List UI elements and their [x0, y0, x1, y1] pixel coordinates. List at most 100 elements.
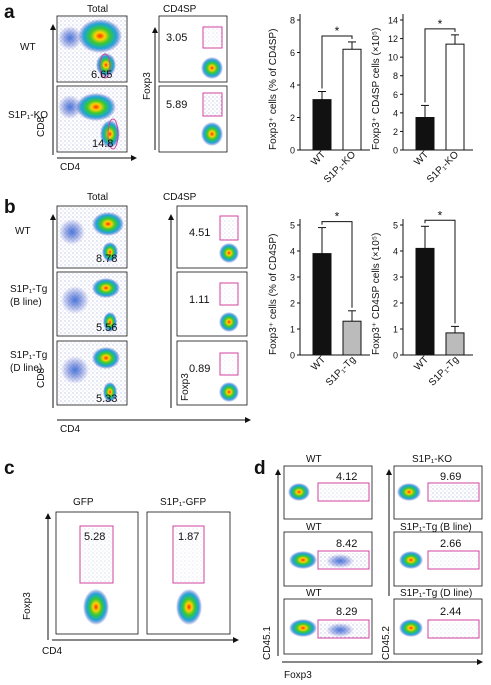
- panel-d-left-plot-1: [283, 531, 373, 587]
- bar-chart-3-ytick-label: 1: [393, 325, 398, 335]
- panel-a-y-axis-left: CD8: [36, 117, 47, 137]
- panel-letter-a: a: [4, 2, 15, 23]
- panel-d-right-label-1: S1P₁-Tg (B line): [400, 522, 472, 533]
- bar-chart-1: 0 2 4 6 8 10 12 14 Foxp3⁺ CD4SP cells (×10⁵) WTS1…: [371, 14, 473, 185]
- bar-chart-0-bar: [312, 99, 332, 151]
- panel-d-left-value-0: 4.12: [336, 471, 357, 483]
- bar-chart-1-ytick-label: 8: [393, 71, 398, 81]
- panel-letter-d: d: [254, 458, 266, 479]
- panel-c-plot-gfp: [55, 511, 139, 635]
- bar-chart-1-ytick-label: 14: [388, 16, 398, 26]
- panel-c-y-axis: Foxp3: [22, 592, 33, 620]
- panel-a-total-title: Total: [87, 4, 108, 15]
- panel-b-cd4sp-value-b: 1.11: [189, 294, 210, 306]
- panel-a-y-axis-right: Foxp3: [142, 72, 153, 100]
- panel-b-cd4sp-value-wt: 4.51: [189, 227, 210, 239]
- panel-d-right-plot-1: [393, 531, 483, 587]
- panel-b-cd4sp-value-d: 0.89: [189, 363, 210, 375]
- bar-chart-3-bar: [415, 247, 435, 356]
- bar-chart-0-ylabel: Foxp3⁺ cells (% of CD4SP): [268, 29, 279, 150]
- panel-b-cd4sp-title: CD4SP: [163, 192, 197, 203]
- panel-b-total-value-b: 5.56: [96, 322, 117, 334]
- bar-chart-0-category-label: S1P₁-KO: [322, 149, 358, 185]
- panel-b-cd4sp-plot-d: [176, 340, 248, 406]
- panel-d-left-plot-2: [283, 598, 373, 655]
- bar-chart-0-ytick-label: 0: [290, 146, 295, 156]
- bar-chart-1-category-label: S1P₁-KO: [425, 149, 461, 185]
- panel-d-y-axis-right: CD45.2: [381, 626, 392, 660]
- panel-b-x-axis: CD4: [60, 424, 80, 435]
- panel-b-y-axis-left: CD8: [36, 368, 47, 388]
- panel-b-row-label-d: S1P₁-Tg: [10, 350, 47, 361]
- panel-b-y-axis-right: Foxp3: [180, 373, 191, 401]
- bar-chart-2-ytick-label: 0: [290, 351, 295, 361]
- panel-d-left-label-0: WT: [306, 454, 322, 465]
- bar-chart-1-bar: [445, 43, 465, 151]
- bar-chart-2-significance-bracket: [321, 221, 353, 308]
- panel-d-y-axis-left: CD45.1: [262, 626, 273, 660]
- panel-a-total-value-ko: 14.8: [92, 138, 113, 150]
- bar-chart-3-category-label: S1P₁-Tg: [427, 354, 461, 388]
- panel-d-right-label-0: S1P₁-KO: [412, 454, 452, 465]
- bar-chart-1-ytick-label: 10: [388, 53, 398, 63]
- bar-chart-1-ytick-label: 6: [393, 90, 398, 100]
- bar-chart-0-ytick-label: 8: [290, 16, 295, 26]
- panel-b-row-sublabel-b: (B line): [10, 297, 42, 308]
- bar-chart-1-ytick-label: 2: [393, 127, 398, 137]
- bar-charts: 0 2 4 6 8 Foxp3⁺ cells (% of CD4SP) WT S1P₁-KO *…: [268, 14, 473, 388]
- panel-d-x-axis: Foxp3: [284, 670, 312, 681]
- panel-a-total-plot-wt: [56, 15, 128, 83]
- panel-a-x-axis: CD4: [60, 162, 80, 173]
- panel-letter-c: c: [4, 458, 15, 479]
- panel-b-row-sublabel-d: (D line): [10, 363, 42, 374]
- panel-c-value-s1p: 1.87: [178, 531, 199, 543]
- panel-a-total-value-wt: 6.65: [91, 69, 112, 81]
- bar-chart-1-ytick-label: 12: [388, 34, 398, 44]
- bar-chart-1-ytick-label: 0: [393, 146, 398, 156]
- panel-b-row-label-b: S1P₁-Tg: [10, 284, 47, 295]
- panel-d-left-label-2: WT: [306, 588, 322, 599]
- bar-chart-1-bar: [415, 117, 435, 151]
- panel-letter-b: b: [4, 197, 16, 218]
- bar-chart-2-ytick-label: 3: [290, 273, 295, 283]
- bar-chart-2-significance-label: *: [335, 210, 340, 224]
- bar-chart-0-ytick-label: 6: [290, 48, 295, 58]
- bar-chart-0-bar: [342, 48, 362, 151]
- bar-chart-2-ylabel: Foxp3⁺ cells (% of CD4SP): [268, 234, 279, 355]
- panel-c-col-label-s1p: S1P₁-GFP: [160, 497, 206, 508]
- bar-chart-2-ytick-label: 1: [290, 325, 295, 335]
- bar-chart-2-category-label: WT: [309, 354, 328, 373]
- panel-c-plot-s1p: [146, 511, 231, 635]
- bar-chart-1-ylabel: Foxp3⁺ CD4SP cells (×10⁵): [371, 28, 382, 150]
- bar-chart-3-significance-bracket: [424, 219, 456, 324]
- bar-chart-1-significance-bracket: [424, 28, 456, 103]
- panel-d-right-plot-2: [393, 598, 483, 655]
- panel-b-total-plot-wt: [56, 205, 128, 269]
- panel-d-left-value-2: 8.29: [336, 606, 357, 618]
- bar-chart-2-ytick-label: 2: [290, 299, 295, 309]
- bar-chart-1-ytick-label: 4: [393, 108, 398, 118]
- panel-a-cd4sp-plot-wt: [158, 15, 228, 83]
- bar-chart-3-ytick-label: 5: [393, 221, 398, 231]
- panel-a-cd4sp-value-wt: 3.05: [166, 32, 187, 44]
- panel-d-right-label-2: S1P₁-Tg (D line): [400, 588, 472, 599]
- bar-chart-3-significance-label: *: [438, 208, 443, 222]
- bar-chart-3-ytick-label: 4: [393, 247, 398, 257]
- bar-chart-2: 0 1 2 3 4 5 Foxp3⁺ cells (% of CD4SP) WTS1P₁-Tg…: [268, 210, 370, 388]
- panel-b-total-value-wt: 8.78: [96, 253, 117, 265]
- panel-a-row-label-wt: WT: [20, 42, 36, 53]
- panel-d-right-value-1: 2.66: [440, 538, 461, 550]
- panel-c-col-label-gfp: GFP: [73, 497, 94, 508]
- panel-b-total-plot-d: [56, 340, 128, 406]
- bar-chart-3-ytick-label: 3: [393, 273, 398, 283]
- panel-b-row-label-wt: WT: [15, 226, 31, 237]
- panel-b-total-plot-b: [56, 271, 128, 337]
- bar-chart-0-ytick-label: 2: [290, 113, 295, 123]
- bar-chart-2-ytick-label: 4: [290, 247, 295, 257]
- bar-chart-2-ytick-label: 5: [290, 221, 295, 231]
- panel-d-left-plot-0: [283, 465, 373, 520]
- panel-d-right-value-2: 2.44: [440, 606, 461, 618]
- panel-d-left-label-1: WT: [306, 522, 322, 533]
- panel-d-right-value-0: 9.69: [440, 471, 461, 483]
